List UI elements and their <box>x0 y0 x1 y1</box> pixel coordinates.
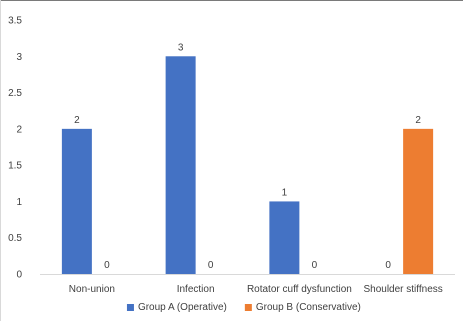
bar-group-b <box>403 128 434 274</box>
y-tick-label: 0.5 <box>8 233 22 244</box>
y-tick-label: 3 <box>16 52 22 63</box>
plot-area: 2 0 3 0 1 0 0 2 <box>61 42 434 275</box>
y-tick-label: 2.5 <box>8 88 22 99</box>
bar-group-a <box>269 201 300 274</box>
legend: Group A (Operative) Group B (Conservative… <box>126 302 361 313</box>
y-tick-label: 1.5 <box>8 161 22 172</box>
top-border <box>0 0 463 1</box>
data-label: 1 <box>282 187 288 198</box>
data-label: 2 <box>74 115 80 126</box>
y-tick-label: 1 <box>16 197 22 208</box>
x-tick-label: Non-union <box>69 284 115 295</box>
legend-label: Group B (Conservative) <box>256 302 361 313</box>
legend-swatch-group-b <box>244 304 252 311</box>
y-tick-label: 0 <box>16 270 22 281</box>
left-border <box>0 0 1 321</box>
bar-group-a <box>61 128 92 274</box>
bar-group-a <box>165 56 196 275</box>
legend-swatch-group-a <box>126 304 134 311</box>
data-label: 3 <box>178 42 184 53</box>
x-tick-label: Infection <box>177 284 215 295</box>
x-tick-label: Rotator cuff dysfunction <box>247 284 352 295</box>
data-label: 0 <box>312 260 318 271</box>
data-label: 0 <box>208 260 214 271</box>
legend-label: Group A (Operative) <box>138 302 227 313</box>
y-tick-label: 3.5 <box>8 16 22 27</box>
y-tick-label: 2 <box>16 124 22 135</box>
x-axis: Non-union Infection Rotator cuff dysfuncti… <box>40 274 455 295</box>
data-label: 0 <box>385 260 391 271</box>
y-axis: 0 0.5 1 1.5 2 2.5 3 3.5 <box>8 16 22 281</box>
data-label: 2 <box>415 115 421 126</box>
data-label: 0 <box>104 260 110 271</box>
x-tick-label: Shoulder stiffness <box>363 284 442 295</box>
